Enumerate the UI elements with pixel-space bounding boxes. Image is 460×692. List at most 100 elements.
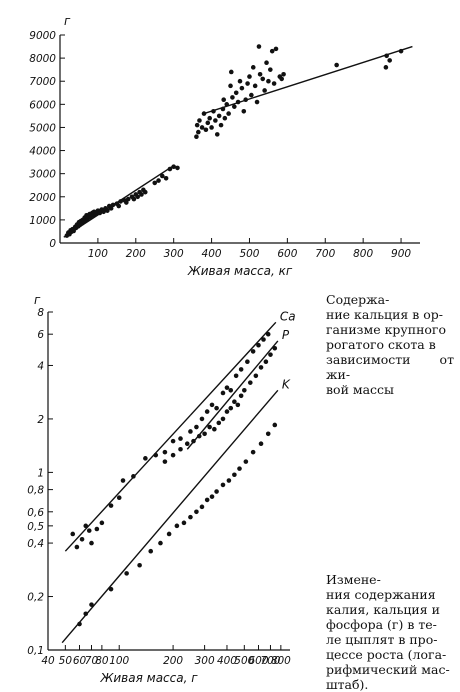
data-point-k bbox=[214, 489, 219, 494]
y-tick-label: 2000 bbox=[29, 192, 56, 204]
data-point-ca bbox=[170, 438, 176, 444]
data-point bbox=[205, 120, 211, 126]
series-label-k: K bbox=[282, 377, 291, 391]
caption-top-line: рогатого скота в bbox=[326, 337, 436, 352]
caption-top-line: вой массы bbox=[326, 382, 394, 397]
x-tick-label: 800 bbox=[353, 248, 373, 260]
x-tick-label: 40 bbox=[41, 655, 55, 667]
x-tick-label: 200 bbox=[126, 248, 146, 260]
data-point bbox=[216, 113, 222, 119]
data-point-p bbox=[212, 426, 217, 432]
data-point bbox=[97, 210, 103, 216]
data-point-ca bbox=[220, 390, 226, 396]
data-point-ca bbox=[83, 523, 89, 529]
data-point bbox=[209, 125, 214, 130]
data-point-p bbox=[258, 365, 264, 370]
data-point-ca bbox=[143, 456, 148, 461]
data-point bbox=[110, 202, 116, 208]
data-point bbox=[233, 90, 239, 96]
fit-line-k bbox=[61, 389, 279, 644]
data-point-k bbox=[226, 478, 232, 483]
caption-bottom: Измене- ния содержания калия, кальция и … bbox=[326, 572, 454, 692]
y-tick-label: 0,4 bbox=[27, 538, 44, 550]
data-point-ca bbox=[204, 409, 210, 414]
data-point-ca bbox=[256, 342, 261, 348]
caption-top-line: ние кальция в ор- bbox=[326, 307, 444, 322]
data-point bbox=[221, 97, 227, 103]
data-point-p bbox=[207, 424, 212, 430]
data-point bbox=[167, 166, 173, 172]
data-point bbox=[105, 208, 110, 213]
data-point-ca bbox=[194, 424, 199, 430]
fit-line-ca bbox=[189, 321, 277, 416]
data-point-ca bbox=[162, 449, 168, 455]
data-point-k bbox=[199, 504, 205, 510]
data-point bbox=[207, 115, 212, 121]
data-point-k bbox=[209, 494, 215, 499]
y-tick-label: 0 bbox=[49, 238, 56, 250]
data-point-k bbox=[232, 472, 237, 478]
data-point-ca bbox=[250, 349, 256, 354]
chart-calcium-cattle: 0 1000 2000 3000 4000 5000 6000 7000 8000 9000 100… bbox=[29, 14, 420, 278]
y-tick-label: 6000 bbox=[29, 99, 56, 111]
x-tick-label: 100 bbox=[88, 248, 108, 260]
data-point-p bbox=[247, 380, 253, 385]
data-point-k bbox=[188, 514, 193, 520]
data-point-p bbox=[220, 416, 226, 422]
data-point bbox=[266, 78, 271, 84]
data-point bbox=[383, 65, 389, 70]
data-point bbox=[257, 71, 263, 77]
data-point-p bbox=[242, 387, 247, 393]
data-point bbox=[142, 189, 148, 195]
data-point bbox=[197, 118, 202, 123]
data-point-ca bbox=[94, 526, 100, 532]
data-point bbox=[175, 165, 180, 171]
data-point bbox=[235, 99, 241, 105]
y-tick-label: 0,1 bbox=[27, 645, 44, 657]
data-point-k bbox=[220, 482, 226, 488]
data-point-k bbox=[204, 497, 210, 503]
data-point-ca bbox=[120, 478, 126, 483]
data-point bbox=[249, 92, 254, 98]
y-tick-label: 9000 bbox=[29, 30, 56, 42]
data-point-p bbox=[235, 402, 241, 408]
y-tick-label: 0,5 bbox=[27, 521, 44, 533]
data-point-k bbox=[250, 449, 256, 455]
caption-bottom-line: калия, кальция и bbox=[326, 602, 440, 617]
y-tick-label: 5000 bbox=[29, 122, 56, 134]
data-point bbox=[269, 48, 275, 54]
data-point-p bbox=[162, 459, 168, 464]
data-point bbox=[243, 97, 248, 103]
caption-top-line: ганизме крупного bbox=[326, 322, 447, 337]
x-tick-label: 600 bbox=[248, 655, 268, 667]
x-tick-label: 700 bbox=[315, 248, 335, 260]
regression-line bbox=[203, 45, 413, 115]
data-point-p bbox=[202, 431, 207, 437]
data-point bbox=[281, 71, 286, 77]
y-tick-label: 0,8 bbox=[27, 485, 44, 497]
data-point-k bbox=[194, 509, 199, 515]
data-point bbox=[271, 81, 277, 86]
data-point-ca bbox=[79, 537, 85, 542]
data-point bbox=[224, 102, 230, 107]
data-point-ca bbox=[228, 387, 234, 393]
caption-bottom-line: рифмический мас- bbox=[326, 662, 450, 677]
data-point-ca bbox=[233, 373, 239, 379]
data-point bbox=[116, 203, 122, 209]
data-point-p bbox=[272, 345, 278, 351]
data-point bbox=[201, 111, 207, 116]
caption-top: Содержа- ние кальция в ор- ганизме крупн… bbox=[326, 292, 454, 397]
data-point-k bbox=[158, 540, 163, 546]
data-point bbox=[213, 118, 218, 123]
data-point bbox=[250, 65, 256, 70]
data-point bbox=[387, 58, 392, 63]
data-point bbox=[118, 199, 123, 204]
data-point-ca bbox=[131, 474, 136, 479]
data-point bbox=[241, 108, 247, 114]
data-point bbox=[163, 175, 169, 181]
data-point-k bbox=[265, 431, 271, 437]
data-point bbox=[160, 173, 165, 179]
y-tick-label: 1 bbox=[37, 467, 44, 479]
x-tick-label: 60 bbox=[73, 655, 87, 667]
data-point bbox=[256, 44, 262, 49]
